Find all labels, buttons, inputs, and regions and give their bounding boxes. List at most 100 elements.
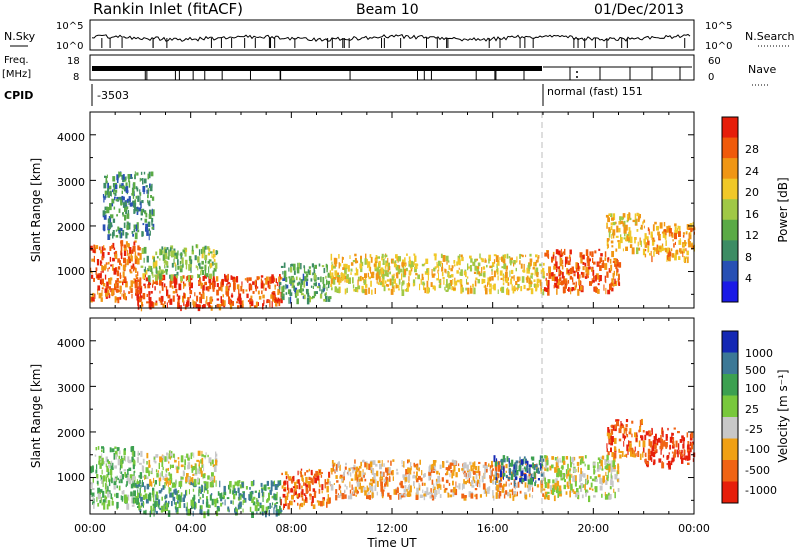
velocity-cluster-2 (140, 450, 218, 489)
power-cell (124, 207, 127, 212)
power-cell (129, 202, 133, 207)
power-cell (101, 290, 103, 297)
power-cell (151, 208, 153, 215)
velocity-cell (111, 500, 114, 506)
power-cell (146, 301, 149, 304)
power-cell (657, 245, 661, 252)
velocity-cell (180, 492, 183, 497)
power-cell (629, 236, 633, 244)
velocity-cell (458, 483, 461, 490)
velocity-cell (320, 500, 323, 507)
power-cell (515, 260, 518, 263)
power-cell (199, 262, 201, 270)
velocity-cell (100, 496, 102, 503)
power-cell (175, 288, 178, 294)
velocity-cell (344, 489, 346, 494)
velocity-cell (613, 446, 617, 452)
power-cell (197, 266, 199, 271)
velocity-cell (683, 449, 685, 455)
velocity-cell (668, 452, 670, 455)
power-cell (561, 264, 564, 270)
power-cell (112, 264, 114, 271)
power-cell (341, 256, 343, 263)
power-cell (606, 271, 609, 278)
power-cell (231, 292, 233, 298)
power-cell (643, 219, 646, 223)
power-cell (321, 289, 323, 294)
velocity-data-layer (90, 418, 696, 519)
velocity-cell (269, 502, 271, 509)
power-cell (121, 183, 124, 186)
velocity-cell (215, 480, 217, 487)
power-cell (178, 283, 182, 291)
velocity-cell (415, 495, 419, 500)
power-cell (228, 285, 230, 291)
power-cell (343, 263, 347, 269)
velocity-cell (364, 472, 366, 476)
velocity-cell (525, 461, 528, 464)
power-cell (144, 274, 146, 278)
power-cell (205, 286, 209, 291)
velocity-cell (521, 478, 525, 483)
velocity-cell (283, 503, 285, 509)
velocity-cell (588, 495, 591, 503)
power-cell (135, 195, 138, 199)
velocity-cell (419, 459, 421, 465)
power-cell (93, 277, 95, 282)
velocity-cell (484, 467, 486, 474)
velocity-cell (106, 465, 110, 473)
velocity-cell (179, 495, 182, 503)
velocity-cell (240, 484, 242, 489)
power-cell (474, 258, 477, 263)
power-cell (147, 199, 149, 203)
velocity-cell (158, 477, 162, 482)
power-cell (117, 258, 120, 263)
velocity-cell (495, 478, 499, 483)
velocity-cell (107, 491, 110, 498)
velocity-cell (497, 473, 500, 479)
power-cell (140, 218, 143, 221)
power-cell (627, 217, 630, 221)
power-cell (115, 199, 119, 202)
power-cell (381, 253, 384, 258)
velocity-cell (179, 481, 183, 487)
power-cell (685, 256, 687, 259)
velocity-cbar-tick-500: 500 (745, 364, 766, 377)
power-cell (589, 281, 592, 286)
velocity-cell (606, 432, 609, 437)
velocity-cell (598, 465, 602, 470)
velocity-cell (155, 491, 159, 498)
velocity-cell (625, 429, 627, 436)
power-cell (116, 270, 120, 277)
power-cell (618, 242, 621, 249)
velocity-cell (108, 464, 111, 469)
power-cell (567, 269, 570, 274)
velocity-cell (635, 452, 637, 457)
velocity-cell (448, 482, 451, 486)
velocity-cell (217, 491, 220, 496)
power-cell (530, 261, 532, 266)
velocity-cell (169, 464, 171, 470)
velocity-cell (191, 467, 194, 473)
power-cell (148, 282, 151, 285)
velocity-cell (347, 470, 350, 476)
velocity-cell (111, 448, 115, 453)
power-cell (433, 273, 436, 276)
velocity-cell (416, 471, 418, 477)
velocity-cell (686, 432, 689, 438)
velocity-cell (687, 444, 690, 450)
velocity-cell (409, 493, 412, 497)
velocity-cell (568, 474, 571, 482)
velocity-cell (154, 484, 156, 487)
velocity-cluster-7 (606, 418, 646, 460)
power-cell (572, 277, 574, 283)
freq-panel (89, 54, 695, 81)
power-cell (290, 263, 294, 267)
velocity-cell (408, 483, 410, 491)
velocity-cell (97, 487, 101, 494)
power-cell (482, 279, 486, 284)
power-cell (618, 273, 620, 279)
power-cell (214, 280, 216, 287)
velocity-cell (600, 477, 602, 485)
power-cell (585, 266, 589, 273)
